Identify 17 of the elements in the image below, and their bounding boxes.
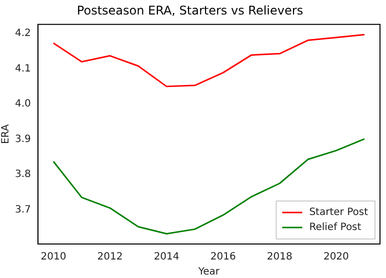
x-tick-label: 2018 (266, 252, 292, 263)
x-axis-title: Year (197, 266, 220, 278)
legend-label: Starter Post (309, 207, 368, 218)
y-tick-label: 3.7 (14, 204, 31, 216)
x-tick-label: 2012 (97, 252, 123, 263)
x-tick-label: 2014 (154, 252, 180, 263)
legend-label: Relief Post (309, 222, 362, 234)
chart-title: Postseason ERA, Starters vs Relievers (76, 3, 304, 18)
x-tick-label: 2010 (40, 252, 66, 263)
x-tick-label: 2016 (210, 252, 236, 263)
y-tick-label: 4.1 (14, 63, 31, 74)
x-tick-label: 2020 (323, 252, 349, 263)
y-tick-label: 4.0 (14, 98, 31, 110)
y-tick-label: 4.2 (14, 28, 31, 40)
y-tick-label: 3.8 (14, 169, 31, 180)
y-tick-label: 3.9 (14, 134, 31, 145)
y-axis-title: ERA (0, 124, 12, 144)
